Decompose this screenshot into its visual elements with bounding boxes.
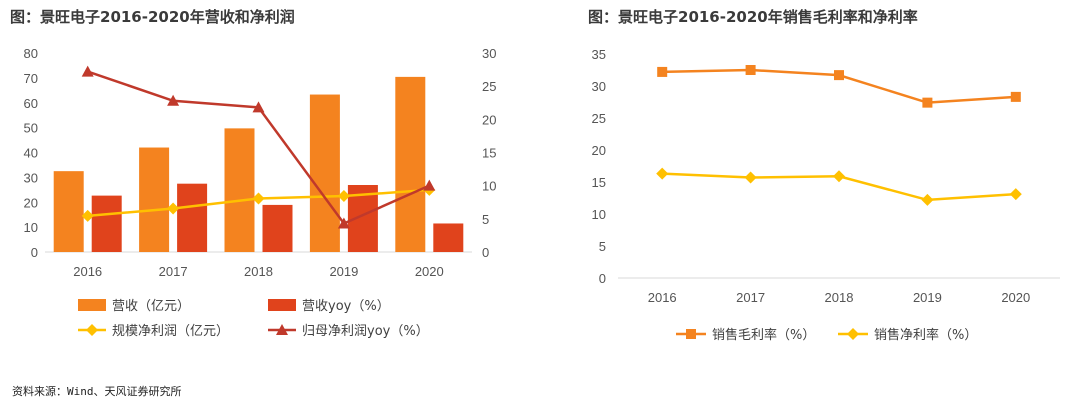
right-y-tick-label: 5 [482,212,489,227]
left-y-tick-label: 20 [24,195,38,210]
x-tick-label: 2019 [913,290,942,305]
line-gross-margin-point [922,97,933,108]
bar-revenue [139,147,170,252]
line-gross-margin-point [1010,91,1021,102]
left-y-tick-label: 80 [24,46,38,61]
line-net-profit-point [81,209,94,222]
bar-revenue-yoy [177,183,208,252]
line-net-profit-point [167,202,180,215]
y-tick-label: 25 [592,111,606,126]
legend-swatch [268,299,296,311]
right-chart-title: 图：景旺电子2016-2020年销售毛利率和净利率 [588,8,918,26]
legend-label: 营收yoy（%） [302,299,390,314]
left-y-tick-label: 50 [24,121,38,136]
y-tick-label: 15 [592,175,606,190]
bar-revenue [224,128,255,252]
bar-revenue [395,76,426,252]
legend-label: 归母净利润yoy（%） [302,324,429,339]
legend-label: 销售毛利率（%） [712,327,815,343]
right-y-tick-label: 30 [482,46,496,61]
left-y-tick-label: 70 [24,71,38,86]
y-tick-label: 35 [592,47,606,62]
right-y-tick-label: 15 [482,146,496,161]
left-y-tick-label: 60 [24,96,38,111]
right-y-tick-label: 25 [482,79,496,94]
left-chart-title: 图：景旺电子2016-2020年营收和净利润 [10,8,295,26]
legend-marker [276,324,288,335]
line-net-profit-point [252,192,265,205]
right-y-tick-label: 0 [482,245,489,260]
revenue-profit-chart: 0 10 20 30 40 50 60 70 80 0 5 10 15 20 25 30 2016 2017 201… [24,46,497,339]
legend-marker [686,329,696,339]
right-y-tick-label: 10 [482,179,496,194]
legend-label: 营收（亿元） [112,299,190,314]
line-net-profit-yoy-point [167,94,180,106]
x-tick-label: 2020 [1001,290,1030,305]
x-tick-label: 2020 [415,264,444,279]
legend-label: 规模净利润（亿元） [112,324,229,339]
y-tick-label: 5 [599,239,606,254]
line-gross-margin-point [657,66,668,77]
margin-chart: 0 5 10 15 20 25 30 35 2016 2017 2018 2019 2020 销售毛利率（… [592,47,1060,343]
x-tick-label: 2016 [648,290,677,305]
y-tick-label: 20 [592,143,606,158]
line-gross-margin-point [834,70,844,81]
x-tick-label: 2019 [329,264,358,279]
line-net-margin-point [656,167,669,180]
line-net-margin-point [833,170,845,183]
left-y-tick-label: 0 [31,245,38,260]
bar-revenue [309,94,340,252]
line-net-profit-yoy-point [81,65,94,77]
line-gross-margin-point [745,65,756,75]
line-net-profit-yoy-point [423,179,436,191]
x-tick-label: 2018 [825,290,854,305]
line-net-margin-point [744,171,757,184]
line-net-profit-yoy-point [337,217,350,229]
y-tick-label: 30 [592,79,606,94]
legend-label: 销售净利率（%） [874,327,977,343]
line-net-margin-point [1009,188,1022,201]
legend-marker [86,324,98,336]
bar-revenue-yoy [91,195,122,252]
line-net-margin-point [921,193,934,206]
left-y-tick-label: 10 [24,220,38,235]
legend-marker [847,328,859,340]
line-net-profit-point [337,190,350,203]
x-tick-label: 2018 [244,264,273,279]
x-tick-label: 2017 [159,264,188,279]
line-net-profit-yoy-point [252,101,265,113]
y-tick-label: 0 [599,271,606,286]
legend-swatch [78,299,106,311]
left-y-tick-label: 30 [24,170,38,185]
x-tick-label: 2016 [73,264,102,279]
source-note: 资料来源：Wind、天风证券研究所 [12,385,182,398]
bar-revenue [53,171,84,252]
y-tick-label: 10 [592,207,606,222]
right-y-tick-label: 20 [482,112,496,127]
bar-revenue-yoy [262,204,293,252]
left-y-tick-label: 40 [24,146,38,161]
x-tick-label: 2017 [736,290,765,305]
bar-revenue-yoy [433,223,464,252]
